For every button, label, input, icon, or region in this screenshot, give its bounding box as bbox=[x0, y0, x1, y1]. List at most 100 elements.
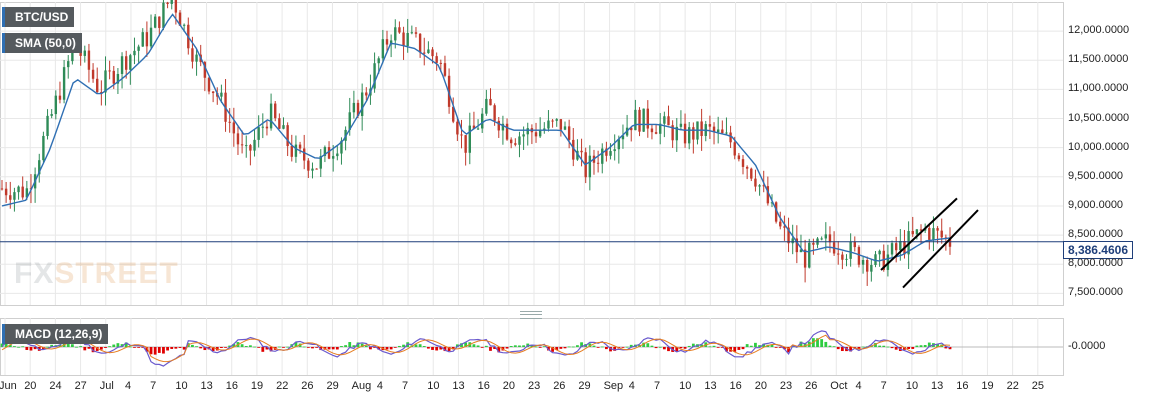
candle-body bbox=[170, 0, 173, 4]
x-tick-label: 16 bbox=[729, 380, 742, 392]
macd-hist-bar bbox=[104, 347, 107, 348]
candle-body bbox=[812, 242, 815, 245]
candle-body bbox=[634, 109, 637, 131]
candle-body bbox=[737, 155, 741, 160]
x-tick-label: 10 bbox=[427, 380, 440, 392]
candle-body bbox=[919, 229, 923, 231]
candle-body bbox=[894, 243, 898, 251]
fxstreet-logo: FXSTREET bbox=[14, 257, 179, 291]
candle-body bbox=[497, 120, 500, 131]
macd-hist-bar bbox=[559, 347, 563, 349]
candle-body bbox=[824, 234, 828, 239]
macd-hist-bar bbox=[182, 347, 186, 350]
macd-hist-bar bbox=[58, 344, 62, 347]
candle-body bbox=[874, 254, 877, 265]
logo-fx-text: FX bbox=[14, 257, 55, 290]
macd-hist-bar bbox=[128, 346, 132, 348]
y-tick-label: 11,500.0000 bbox=[1068, 53, 1129, 66]
macd-hist-bar bbox=[25, 347, 29, 350]
candle-body bbox=[642, 108, 645, 132]
macd-hist-bar bbox=[716, 347, 720, 348]
x-tick-label: 26 bbox=[301, 380, 314, 392]
candle-body bbox=[932, 228, 935, 240]
candle-body bbox=[282, 125, 285, 129]
macd-hist-bar bbox=[422, 346, 426, 347]
candle-body bbox=[452, 106, 455, 122]
macd-hist-bar bbox=[903, 347, 906, 350]
macd-hist-bar bbox=[745, 344, 749, 347]
candle-body bbox=[601, 148, 604, 164]
macd-hist-bar bbox=[439, 347, 443, 350]
macd-hist-bar bbox=[530, 344, 534, 347]
macd-hist-bar bbox=[625, 346, 629, 348]
candle-body bbox=[278, 118, 281, 129]
macd-hist-bar bbox=[79, 346, 83, 347]
macd-hist-bar bbox=[389, 347, 393, 350]
macd-hist-bar bbox=[373, 347, 376, 348]
macd-hist-bar bbox=[542, 346, 546, 348]
candle-body bbox=[878, 250, 881, 255]
logo-street-text: STREET bbox=[54, 257, 179, 290]
candle-body bbox=[124, 56, 128, 70]
symbol-legend[interactable]: BTC/USD bbox=[2, 7, 75, 27]
macd-hist-bar bbox=[0, 343, 4, 347]
candle-body bbox=[547, 120, 550, 129]
candle-body bbox=[845, 258, 848, 260]
macd-hist-bar bbox=[443, 347, 447, 352]
candle-body bbox=[708, 124, 712, 127]
candle-body bbox=[476, 128, 480, 130]
sma-legend[interactable]: SMA (50,0) bbox=[2, 33, 82, 53]
candle-body bbox=[182, 24, 186, 26]
candle-body bbox=[795, 238, 799, 253]
candle-body bbox=[567, 126, 571, 140]
macd-hist-bar bbox=[708, 346, 712, 348]
candle-body bbox=[257, 127, 260, 140]
candle-body bbox=[385, 39, 389, 45]
candle-body bbox=[671, 125, 674, 141]
macd-legend[interactable]: MACD (12,26,9) bbox=[2, 324, 109, 344]
macd-hist-bar bbox=[878, 345, 882, 347]
macd-hist-bar bbox=[513, 345, 517, 347]
candle-body bbox=[269, 103, 273, 129]
candle-body bbox=[336, 153, 339, 157]
candle-body bbox=[501, 123, 505, 131]
macd-hist-bar bbox=[480, 347, 484, 348]
x-tick-label: 7 bbox=[150, 380, 157, 392]
channel-lower-line bbox=[902, 209, 979, 289]
macd-hist-bar bbox=[700, 344, 704, 347]
candle-body bbox=[725, 132, 728, 134]
candle-body bbox=[402, 32, 405, 46]
macd-hist-bar bbox=[936, 344, 939, 347]
candle-body bbox=[733, 142, 736, 156]
candle-body bbox=[464, 135, 467, 153]
candle-body bbox=[133, 50, 136, 56]
candle-body bbox=[572, 139, 575, 160]
candle-body bbox=[770, 202, 774, 204]
macd-hist-bar bbox=[13, 346, 16, 347]
candle-body bbox=[174, 0, 178, 13]
candle-body bbox=[526, 128, 529, 135]
y-tick-label: 11,000.0000 bbox=[1068, 82, 1129, 95]
candle-body bbox=[493, 105, 496, 121]
candle-body bbox=[899, 241, 902, 251]
pane-resize-handle[interactable] bbox=[520, 311, 542, 319]
macd-hist-bar bbox=[166, 347, 169, 351]
macd-hist-bar bbox=[580, 342, 583, 347]
candle-body bbox=[588, 155, 592, 178]
macd-hist-bar bbox=[919, 345, 923, 347]
macd-hist-bar bbox=[824, 341, 828, 347]
macd-hist-bar bbox=[803, 343, 807, 347]
macd-hist-bar bbox=[820, 339, 824, 347]
candle-body bbox=[253, 139, 256, 151]
candle-body bbox=[928, 227, 931, 240]
x-tick-label: 7 bbox=[880, 380, 887, 392]
candle-body bbox=[323, 147, 327, 156]
candle-body bbox=[71, 46, 74, 62]
candle-body bbox=[191, 48, 194, 62]
macd-hist-bar bbox=[774, 347, 778, 348]
macd-hist-bar bbox=[369, 347, 372, 350]
x-tick-label: 16 bbox=[956, 380, 969, 392]
macd-hist-bar bbox=[489, 347, 492, 351]
macd-hist-bar bbox=[720, 347, 724, 348]
macd-hist-bar bbox=[29, 347, 33, 351]
